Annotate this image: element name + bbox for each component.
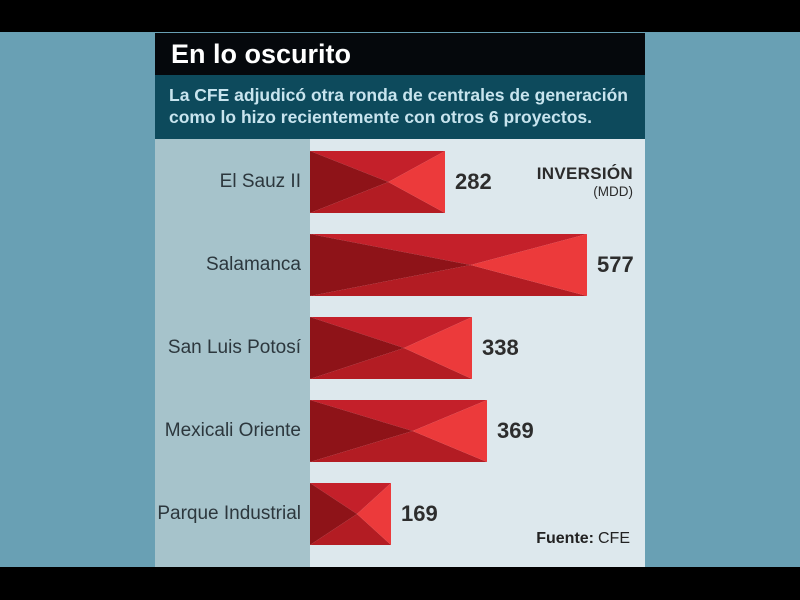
category-label: Salamanca <box>205 254 301 275</box>
value-label: 282 <box>455 169 492 194</box>
chart-row: El Sauz II 282 <box>155 151 645 213</box>
chart-row: Salamanca 577 <box>155 234 645 296</box>
letterbox-top <box>0 0 800 32</box>
bar-mexicali-oriente <box>310 400 487 462</box>
row-plot-area: 169 <box>310 483 645 545</box>
value-label: 338 <box>482 335 519 360</box>
source-note: Fuente: CFE <box>536 530 630 548</box>
infographic-stage: En lo oscurito La CFE adjudicó otra rond… <box>0 32 800 567</box>
chart-row: Parque Industrial 169 <box>155 483 645 545</box>
bar-el-sauz-ii <box>310 151 445 213</box>
category-label: El Sauz II <box>219 171 301 192</box>
source-value: CFE <box>598 530 630 547</box>
subtitle-line-1: La CFE adjudicó otra ronda de centrales … <box>169 85 628 105</box>
value-label: 577 <box>597 252 634 277</box>
category-label: Mexicali Oriente <box>164 420 301 441</box>
subtitle-line-2: como lo hizo recientemente con otros 6 p… <box>169 106 593 127</box>
value-label: 169 <box>401 501 438 526</box>
unit-sublabel: (MDD) <box>593 183 633 199</box>
row-plot-area: 338 <box>310 317 645 379</box>
page-title: En lo oscurito <box>171 38 352 69</box>
chart-rows: El Sauz II 282 Salamanca 577 San Luis Potosí… <box>155 139 645 545</box>
chart-row: Mexicali Oriente 369 <box>155 400 645 462</box>
unit-label: INVERSIÓN <box>536 164 633 183</box>
subtitle-bar: La CFE adjudicó otra ronda de centrales … <box>155 75 645 139</box>
label-column-background <box>155 139 310 567</box>
title-bar: En lo oscurito <box>155 33 645 75</box>
bar-parque-industrial <box>310 483 391 545</box>
bar-san-luis-potosi <box>310 317 472 379</box>
chart-row: San Luis Potosí 338 <box>155 317 645 379</box>
category-label: San Luis Potosí <box>167 337 301 358</box>
row-plot-area: 282 <box>310 151 645 213</box>
row-plot-area: 369 <box>310 400 645 462</box>
source-label: Fuente: <box>536 530 594 547</box>
category-label: Parque Industrial <box>157 503 301 524</box>
chart-body: El Sauz II 282 Salamanca 577 San Luis Potosí… <box>155 139 645 567</box>
axis-unit-label: INVERSIÓN (MDD) <box>537 164 633 199</box>
bar-salamanca <box>310 234 587 296</box>
value-label: 369 <box>497 418 534 443</box>
row-plot-area: 577 <box>310 234 645 296</box>
infographic-card: En lo oscurito La CFE adjudicó otra rond… <box>155 33 645 567</box>
letterbox-bottom <box>0 567 800 600</box>
